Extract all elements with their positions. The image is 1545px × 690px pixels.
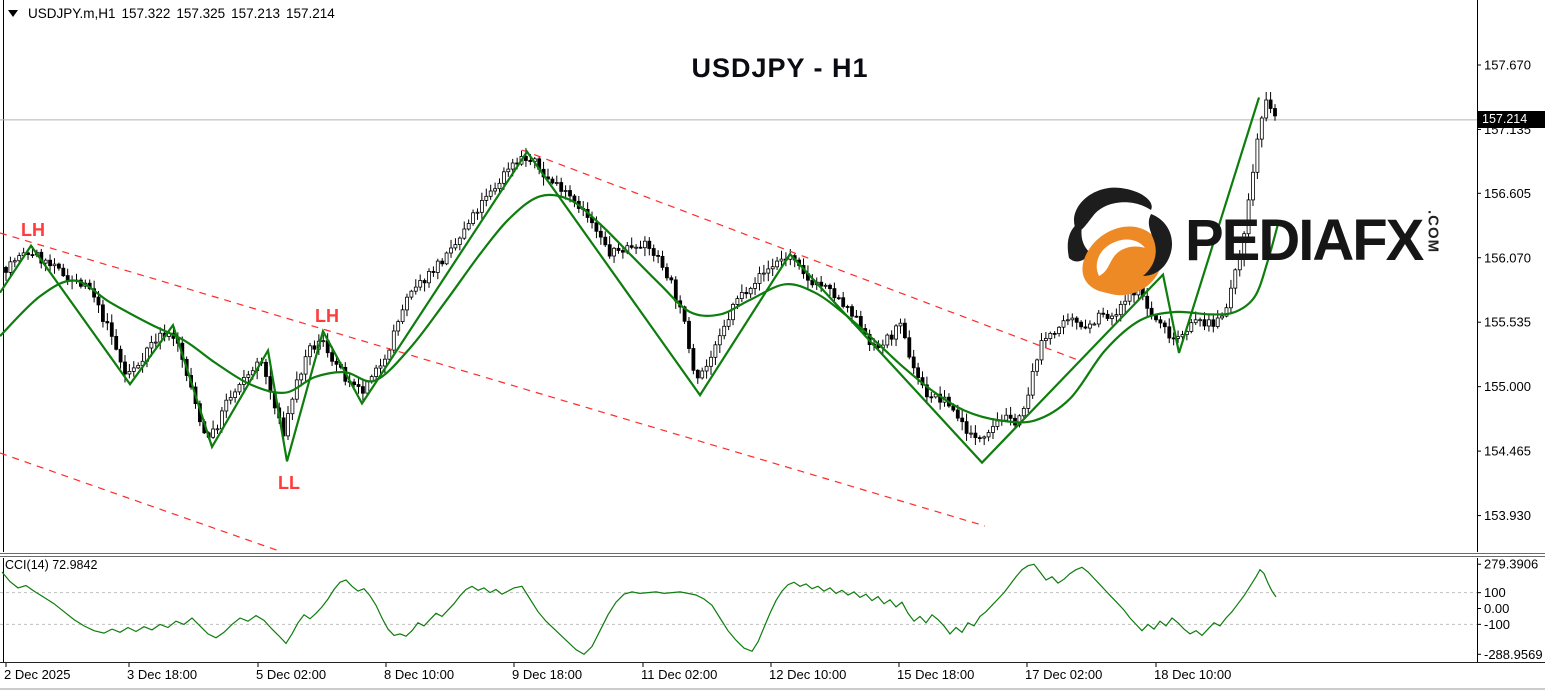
- brand-name-text: PEDIAFX: [1185, 207, 1424, 273]
- symbol-period-label: USDJPY.m,H1: [28, 6, 116, 21]
- price-tick-label: 154.465: [1484, 444, 1531, 459]
- quote-high: 157.325: [176, 6, 226, 21]
- cci-tick-label: 279.3906: [1484, 557, 1538, 572]
- swing-annotation-3: LL: [278, 473, 300, 493]
- chart-title-annotation: USDJPY - H1: [691, 53, 869, 83]
- trendline-3: [0, 452, 283, 553]
- time-tick-label: 5 Dec 02:00: [256, 667, 326, 682]
- price-tick-label: 155.535: [1484, 315, 1531, 330]
- cci-line: [1, 563, 1277, 656]
- price-tick-label: 156.070: [1484, 250, 1531, 265]
- trendline-1: [0, 232, 986, 527]
- time-tick-label: 15 Dec 18:00: [897, 667, 974, 682]
- moving-average-line: [0, 193, 1280, 424]
- time-tick-label: 2 Dec 2025: [4, 667, 71, 682]
- price-tick-label: 157.670: [1484, 58, 1531, 73]
- brand-watermark: PEDIAFX .COM: [1063, 180, 1441, 300]
- swing-annotation-2: LH: [315, 306, 339, 326]
- trendline-2: [521, 149, 1079, 361]
- quote-open: 157.322: [121, 6, 171, 21]
- quote-low: 157.213: [231, 6, 280, 21]
- cci-tick-label: -288.9569: [1484, 647, 1543, 662]
- time-tick-label: 18 Dec 10:00: [1154, 667, 1231, 682]
- cci-tick-label: -100: [1484, 617, 1510, 632]
- time-tick-label: 8 Dec 10:00: [384, 667, 454, 682]
- price-tick-label: 153.930: [1484, 508, 1531, 523]
- cci-tick-label: 0.00: [1484, 601, 1509, 616]
- candles-layer: [4, 92, 1277, 446]
- current-price-badge: 157.214: [1477, 111, 1545, 128]
- swing-annotation-1: LH: [21, 220, 45, 240]
- brand-suffix-text: .COM: [1424, 210, 1442, 254]
- pane-splitter[interactable]: [0, 552, 1545, 558]
- time-tick-label: 17 Dec 02:00: [1025, 667, 1102, 682]
- price-tick-label: 155.000: [1484, 379, 1531, 394]
- brand-logo-icon: [1067, 187, 1173, 296]
- time-tick-label: 11 Dec 02:00: [641, 667, 717, 682]
- time-tick-label: 3 Dec 18:00: [127, 667, 197, 682]
- zigzag-line: [0, 97, 1261, 465]
- indicator-label: CCI(14) 72.9842: [5, 558, 98, 572]
- quote-close: 157.214: [285, 6, 335, 21]
- time-tick-label: 9 Dec 18:00: [512, 667, 582, 682]
- quote-header: USDJPY.m,H1 157.322 157.325 157.213 157.…: [8, 6, 335, 21]
- symbol-collapse-triangle-icon[interactable]: [8, 10, 18, 17]
- price-tick-label: 156.605: [1484, 186, 1531, 201]
- cci-tick-label: 100: [1484, 585, 1506, 600]
- time-tick-label: 12 Dec 10:00: [769, 667, 846, 682]
